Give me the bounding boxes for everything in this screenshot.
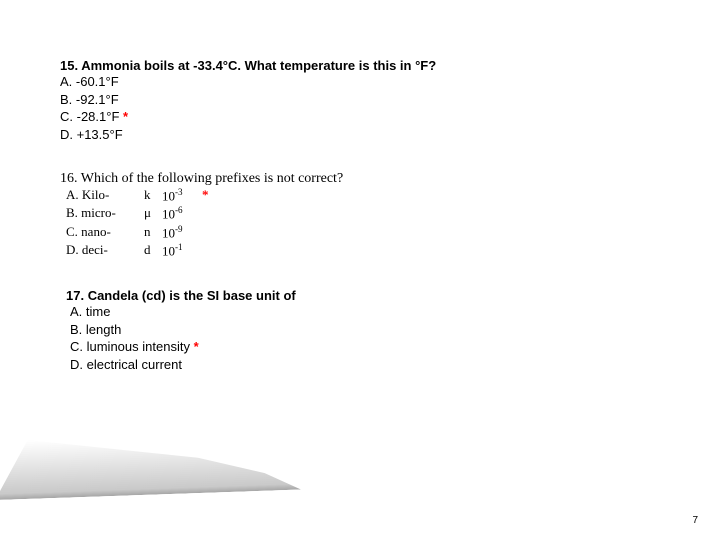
value-base: 10 (162, 243, 175, 258)
value-base: 10 (162, 225, 175, 240)
option-name: micro- (81, 205, 116, 220)
question-16: 16. Which of the following prefixes is n… (60, 171, 660, 260)
question-15: 15. Ammonia boils at -33.4°C. What tempe… (60, 58, 660, 143)
option-symbol: d (144, 242, 162, 260)
q15-option: D. +13.5°F (60, 126, 660, 144)
q17-option: B. length (70, 321, 660, 339)
correct-star-icon: * (190, 339, 199, 354)
option-label: D. electrical current (70, 357, 182, 372)
q17-option: C. luminous intensity * (70, 338, 660, 356)
option-label: A. -60.1°F (60, 74, 119, 89)
q17-option: A. time (70, 303, 660, 321)
q15-title: 15. Ammonia boils at -33.4°C. What tempe… (60, 58, 660, 73)
option-label: C. -28.1°F (60, 109, 119, 124)
q15-number: 15. (60, 58, 81, 73)
option-prefix: A. Kilo- (66, 187, 144, 205)
value-base: 10 (162, 189, 175, 204)
q16-number: 16. (60, 171, 81, 186)
option-label: B. -92.1°F (60, 92, 119, 107)
q17-option: D. electrical current (70, 356, 660, 374)
option-value: 10-1 (162, 242, 202, 260)
question-17: 17. Candela (cd) is the SI base unit of … (60, 288, 660, 373)
q17-number: 17. (66, 288, 88, 303)
value-exponent: -6 (175, 205, 183, 215)
correct-star-icon: * (119, 109, 128, 124)
option-prefix: C. nano- (66, 224, 144, 242)
q16-option: A. Kilo-k10-3 * (66, 187, 660, 205)
q16-option: C. nano-n10-9 (66, 224, 660, 242)
q16-title: 16. Which of the following prefixes is n… (60, 171, 660, 187)
option-letter: B. (66, 205, 78, 220)
q16-options: A. Kilo-k10-3 *B. micro-μ10-6C. nano-n10… (60, 187, 660, 260)
option-name: nano- (81, 224, 111, 239)
option-symbol: μ (144, 205, 162, 223)
q17-options: A. timeB. lengthC. luminous intensity *D… (60, 303, 660, 373)
q17-title: 17. Candela (cd) is the SI base unit of (60, 288, 660, 303)
option-label: B. length (70, 322, 121, 337)
option-value: 10-9 (162, 224, 202, 242)
q16-text: Which of the following prefixes is not c… (81, 171, 343, 186)
q15-option: A. -60.1°F (60, 73, 660, 91)
option-label: C. luminous intensity (70, 339, 190, 354)
page-number: 7 (692, 515, 698, 526)
option-symbol: n (144, 224, 162, 242)
option-label: A. time (70, 304, 110, 319)
option-letter: A. (66, 187, 79, 202)
option-name: Kilo- (82, 187, 109, 202)
option-prefix: B. micro- (66, 205, 144, 223)
value-exponent: -9 (175, 224, 183, 234)
option-symbol: k (144, 187, 162, 205)
q15-options: A. -60.1°FB. -92.1°FC. -28.1°F *D. +13.5… (60, 73, 660, 143)
q16-option: D. deci-d10-1 (66, 242, 660, 260)
option-name: deci- (82, 242, 108, 257)
option-letter: C. (66, 224, 78, 239)
option-value: 10-6 (162, 205, 202, 223)
q15-option: B. -92.1°F (60, 91, 660, 109)
option-label: D. +13.5°F (60, 127, 123, 142)
option-letter: D. (66, 242, 79, 257)
value-base: 10 (162, 207, 175, 222)
value-exponent: -1 (175, 242, 183, 252)
q16-option: B. micro-μ10-6 (66, 205, 660, 223)
value-exponent: -3 (175, 187, 183, 197)
q17-text: Candela (cd) is the SI base unit of (88, 288, 296, 303)
q15-text: Ammonia boils at -33.4°C. What temperatu… (81, 58, 436, 73)
option-value: 10-3 (162, 187, 202, 205)
correct-star-icon: * (202, 187, 209, 205)
option-prefix: D. deci- (66, 242, 144, 260)
decorative-shadow (0, 430, 333, 500)
slide-content: 15. Ammonia boils at -33.4°C. What tempe… (60, 58, 660, 401)
q15-option: C. -28.1°F * (60, 108, 660, 126)
